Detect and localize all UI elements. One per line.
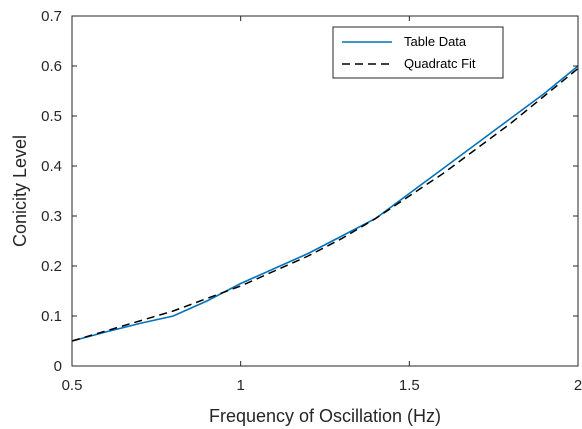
x-tick-label: 0.5 — [62, 377, 83, 394]
x-tick-label: 1 — [236, 377, 244, 394]
x-axis-label: Frequency of Oscillation (Hz) — [209, 406, 441, 426]
y-axis: 0 0.1 0.2 0.3 0.4 0.5 0.6 0.7 — [41, 8, 578, 375]
series-line-table-data — [71, 65, 579, 342]
x-tick-label: 2 — [574, 377, 582, 394]
y-tick-label: 0.6 — [41, 58, 62, 75]
legend: Table Data Quadratc Fit — [332, 26, 504, 79]
y-axis-label: Conicity Level — [10, 135, 30, 247]
axes-box — [71, 15, 579, 367]
y-tick-label: 0.7 — [41, 8, 62, 25]
y-tick-label: 0.2 — [41, 258, 62, 275]
y-tick-label: 0.4 — [41, 158, 62, 175]
y-tick-label: 0.5 — [41, 108, 62, 125]
series-line-quadratc-fit — [71, 67, 579, 342]
legend-label-table-data: Table Data — [404, 34, 467, 49]
x-axis: 0.5 1 1.5 2 — [62, 16, 582, 394]
x-tick-label: 1.5 — [399, 377, 420, 394]
y-tick-label: 0 — [54, 358, 62, 375]
y-tick-label: 0.3 — [41, 208, 62, 225]
series-layer — [71, 65, 579, 342]
y-tick-label: 0.1 — [41, 308, 62, 325]
legend-box — [332, 26, 504, 79]
legend-label-quadratic-fit: Quadratc Fit — [404, 56, 476, 71]
